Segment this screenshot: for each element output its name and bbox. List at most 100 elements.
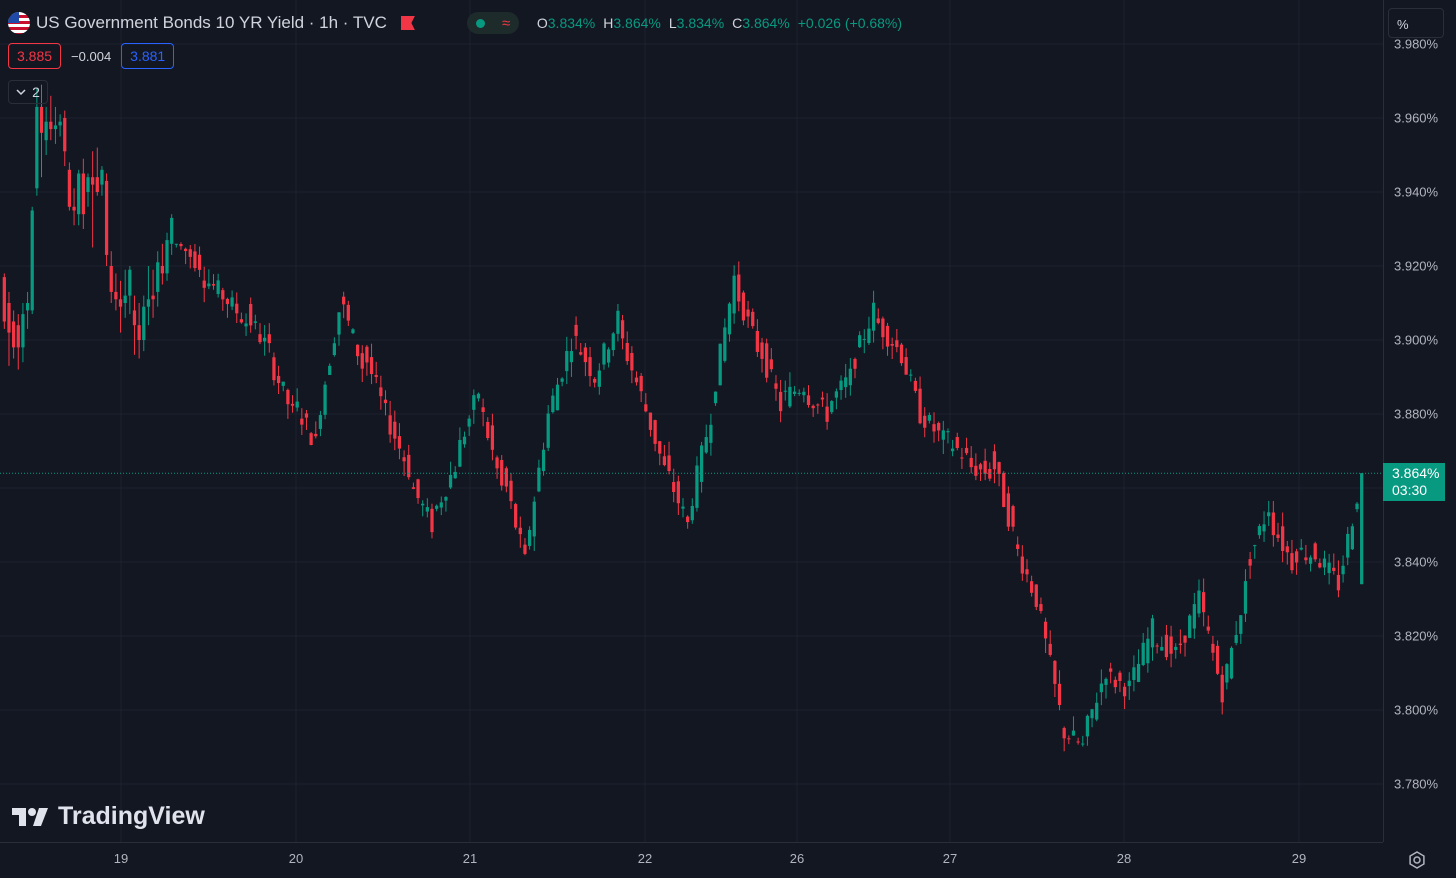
candle-body: [462, 436, 467, 445]
candle-body: [667, 455, 671, 472]
candle-body: [1346, 533, 1350, 558]
candle-body: [606, 349, 611, 363]
candle-body: [871, 302, 876, 331]
candle-body: [760, 342, 764, 359]
y-tick-label: 3.980%: [1394, 36, 1439, 52]
candle-body: [142, 306, 146, 340]
candle-body: [1076, 741, 1080, 743]
candle-body: [988, 469, 992, 479]
candle-body: [1229, 647, 1234, 679]
candle-body: [839, 380, 843, 391]
candle-body: [495, 457, 499, 469]
candle-body: [1025, 569, 1029, 575]
candle-body: [63, 118, 67, 152]
candle-body: [332, 343, 336, 356]
candle-body: [909, 374, 913, 376]
candle-body: [276, 375, 281, 384]
candle-body: [1281, 526, 1285, 551]
candle-body: [1048, 643, 1052, 655]
candle-body: [207, 283, 211, 287]
candlestick-chart[interactable]: [0, 0, 1383, 842]
candle-body: [597, 370, 601, 387]
candle-body: [778, 391, 783, 412]
time-axis[interactable]: 19 20 21 22 26 27 28 29: [0, 842, 1383, 878]
red-flag-icon[interactable]: [400, 16, 415, 30]
candle-body: [1215, 645, 1220, 674]
candle-body: [249, 303, 253, 326]
candle-body: [802, 391, 806, 396]
candle-body: [1141, 642, 1145, 666]
candle-body: [811, 405, 815, 409]
price-axis[interactable]: 3.780%3.800%3.820%3.840%3.860%3.880%3.90…: [1383, 0, 1456, 842]
candle-body: [379, 387, 383, 397]
candle-body: [239, 319, 244, 323]
candle-body: [699, 445, 704, 482]
candle-body: [123, 295, 127, 303]
candle-body: [672, 482, 676, 493]
candle-body: [81, 173, 85, 215]
candle-body: [1308, 557, 1313, 564]
candle-body: [72, 206, 76, 211]
candle-body: [648, 412, 653, 430]
candle-body: [258, 334, 262, 343]
candle-body: [351, 329, 355, 334]
candle-body: [1341, 565, 1345, 575]
candle-body: [1332, 567, 1336, 571]
candle-body: [797, 392, 801, 394]
candle-body: [77, 173, 81, 215]
market-status-pill[interactable]: ≈: [466, 12, 519, 34]
candle-body: [788, 386, 792, 407]
candle-body: [435, 505, 439, 509]
candle-body: [639, 375, 643, 392]
y-tick-label: 3.940%: [1394, 184, 1439, 200]
candle-body: [723, 327, 727, 361]
candle-body: [355, 344, 360, 357]
x-tick-label: 21: [462, 851, 478, 866]
buy-button[interactable]: 3.881: [121, 43, 175, 69]
candle-body: [551, 395, 555, 413]
candle-body: [593, 378, 597, 383]
tradingview-logo[interactable]: TradingView: [12, 802, 205, 831]
y-tick-label: 3.820%: [1394, 628, 1439, 644]
candle-body: [1164, 634, 1169, 658]
settings-gear-icon[interactable]: [1407, 850, 1427, 870]
candle-body: [114, 291, 118, 300]
candle-body: [899, 344, 904, 364]
indicators-toggle-button[interactable]: 2: [8, 80, 48, 104]
wave-icon: ≈: [501, 14, 511, 32]
indicators-count: 2: [32, 84, 40, 100]
candle-body: [1104, 678, 1108, 685]
candle-body: [160, 266, 164, 274]
candle-body: [1239, 615, 1243, 634]
symbol-title[interactable]: US Government Bonds 10 YR Yield · 1h · T…: [36, 13, 387, 32]
candle-body: [318, 415, 323, 429]
candle-body: [225, 298, 230, 305]
candle-body: [1276, 534, 1280, 538]
candle-body: [1350, 526, 1355, 550]
candle-body: [1160, 646, 1164, 651]
candle-body: [1169, 636, 1173, 654]
candle-body: [1053, 660, 1057, 684]
candle-body: [634, 377, 639, 383]
candle-body: [263, 337, 267, 342]
last-price-label: 3.864% 03:30: [1383, 463, 1445, 502]
candle-body: [369, 357, 374, 375]
candle-body: [1313, 543, 1317, 560]
candle-body: [1113, 679, 1117, 688]
y-tick-label: 3.780%: [1394, 776, 1439, 792]
candle-body: [193, 251, 197, 268]
candle-body: [1234, 635, 1238, 643]
candle-body: [100, 169, 104, 185]
candle-body: [751, 311, 755, 327]
scale-unit-button[interactable]: %: [1388, 8, 1444, 38]
candle-body: [941, 430, 945, 440]
sell-button[interactable]: 3.885: [8, 43, 62, 69]
last-price-value: 3.864%: [1392, 465, 1440, 482]
candle-body: [792, 391, 797, 394]
candle-body: [1285, 546, 1289, 553]
candle-body: [444, 497, 448, 501]
candle-body: [1043, 621, 1048, 639]
candle-body: [885, 325, 890, 347]
candle-body: [560, 378, 564, 382]
candle-body: [35, 106, 39, 189]
